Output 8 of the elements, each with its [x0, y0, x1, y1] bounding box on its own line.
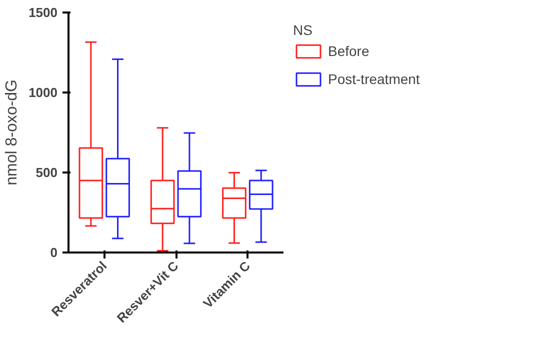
legend-title: NS	[293, 22, 314, 38]
y-tick-label: 0	[50, 245, 58, 260]
y-axis-title: nmol 8-oxo-dG	[4, 80, 21, 186]
y-tick-label: 1500	[28, 5, 58, 20]
y-tick-label: 1000	[28, 85, 58, 100]
legend-label: Post-treatment	[328, 71, 420, 87]
y-tick-label: 500	[36, 165, 58, 180]
legend-label: Before	[328, 43, 370, 59]
